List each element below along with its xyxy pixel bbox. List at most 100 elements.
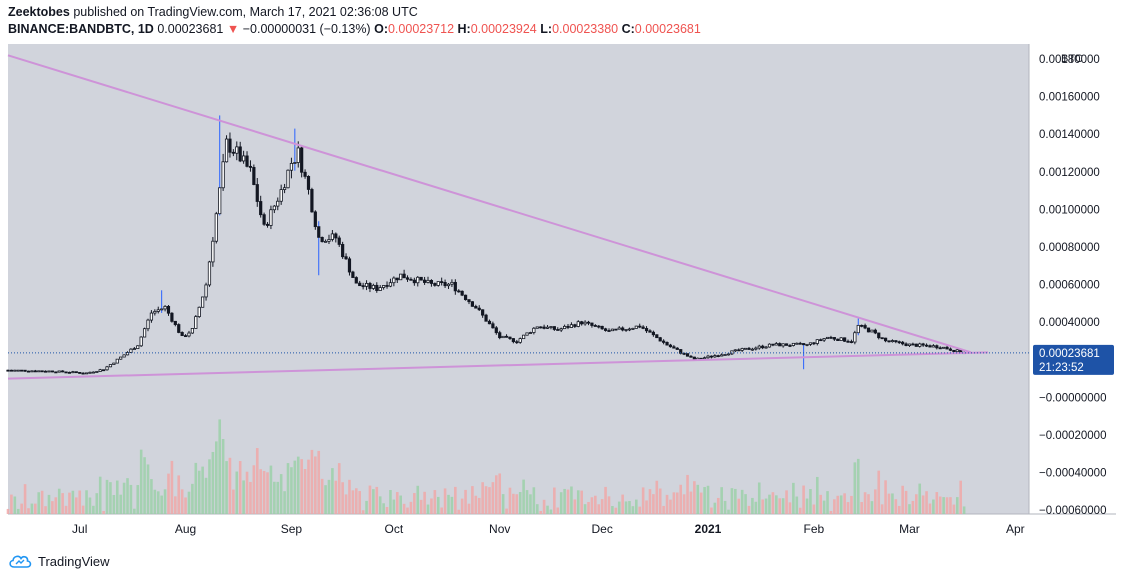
volume-bar (757, 482, 761, 514)
volume-bar (105, 479, 109, 514)
candle-body (522, 334, 526, 340)
candle-body (713, 355, 717, 358)
candle-body (706, 355, 710, 359)
candle-body (218, 187, 222, 215)
volume-bar (23, 484, 27, 514)
candle-body (494, 327, 498, 334)
volume-bar (826, 491, 829, 514)
time-tick-label: Oct (385, 522, 404, 536)
candle-body (296, 147, 300, 163)
volume-bar (621, 494, 624, 514)
candle-body (57, 370, 61, 373)
candle-body (781, 343, 785, 347)
volume-bar (512, 493, 515, 514)
candle-body (303, 171, 307, 177)
volume-bar (44, 506, 47, 514)
symbol-label[interactable]: BINANCE:BANDBTC, 1D (8, 22, 154, 36)
candle-body (904, 343, 908, 346)
volume-bar (143, 457, 146, 514)
candle-body (450, 281, 454, 285)
candle-body (320, 236, 324, 243)
volume-bar (949, 497, 952, 514)
candle-body (50, 370, 54, 373)
volume-bar (655, 480, 659, 514)
tradingview-brand[interactable]: TradingView (38, 553, 110, 569)
volume-bar (115, 480, 119, 514)
volume-bar (604, 486, 607, 514)
volume-bar (535, 504, 539, 514)
volume-bar (491, 482, 495, 514)
candle-body (156, 309, 160, 312)
volume-bar (590, 497, 594, 514)
trendlines[interactable] (7, 54, 989, 380)
volume-bar (573, 499, 577, 514)
volume-bar (549, 509, 553, 514)
volume-bar (98, 476, 102, 514)
volume-bar (88, 497, 92, 514)
volume-bar (788, 502, 792, 514)
candle-body (723, 354, 727, 356)
price-tick-label: −0.00060000 (1039, 505, 1106, 517)
candle-body (341, 244, 345, 258)
candle-body (952, 349, 956, 353)
candle-body (812, 342, 816, 345)
candle-body (207, 261, 212, 286)
publisher-name[interactable]: Zeektobes (8, 5, 70, 19)
candle-body (125, 352, 130, 356)
volume-bar (262, 470, 266, 514)
volume-bar (204, 477, 208, 514)
candle-body (358, 282, 362, 287)
candle-body (201, 296, 205, 308)
volume-bar (628, 501, 631, 514)
time-tick-label: Feb (804, 522, 825, 536)
volume-bar (689, 491, 693, 514)
candle-body (347, 258, 352, 273)
candle-body (942, 346, 946, 349)
volume-bar (631, 506, 635, 514)
volume-bar (378, 496, 382, 514)
volume-bar (109, 482, 112, 514)
volume-bar (638, 506, 642, 514)
candle-body (853, 332, 857, 343)
volume-bar (730, 488, 734, 514)
volume-bar (839, 495, 843, 514)
candle-body (590, 322, 594, 326)
volume-bar (853, 462, 857, 514)
volume-bar (846, 502, 850, 514)
candle-body (825, 336, 830, 339)
candle-body (890, 340, 895, 343)
candle-body (566, 325, 570, 328)
candle-body (484, 314, 488, 322)
volume-bar (734, 488, 737, 514)
volume-bar (501, 494, 505, 514)
candle-body (313, 211, 317, 228)
volume-bar (641, 487, 645, 514)
candle-body (515, 341, 519, 344)
volume-bar (761, 499, 764, 514)
volume-bar (238, 461, 242, 514)
trendline[interactable] (7, 351, 989, 380)
volume-bar (594, 495, 597, 514)
candle-body (467, 299, 471, 303)
volume-bar (703, 487, 706, 514)
candle-body (877, 332, 881, 339)
volume-bar (126, 478, 129, 514)
volume-bar (163, 489, 167, 514)
candle-body (399, 273, 403, 281)
time-tick-label: Mar (899, 522, 920, 536)
volume-bar (747, 505, 751, 514)
candle-body (255, 184, 259, 202)
volume-bar (843, 493, 846, 514)
last-price-label: 0.00023681 (1039, 348, 1100, 360)
candle-body (839, 337, 843, 341)
volume-bar (706, 485, 710, 514)
volume-bar (546, 505, 549, 514)
price-tick-label: 0.00060000 (1039, 280, 1100, 292)
volume-bar (754, 501, 758, 514)
volume-bar (518, 492, 522, 514)
volume-bar (918, 483, 922, 514)
trendline[interactable] (7, 54, 972, 354)
candle-body (74, 371, 78, 374)
volume-bar (129, 484, 133, 514)
